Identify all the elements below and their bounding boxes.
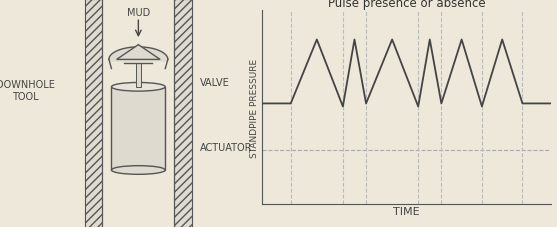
Text: VALVE: VALVE <box>200 78 229 88</box>
Bar <box>102 0 174 227</box>
Text: ACTUATOR: ACTUATOR <box>200 143 252 153</box>
Text: MUD: MUD <box>127 7 150 17</box>
Bar <box>85 0 102 227</box>
Ellipse shape <box>111 83 165 92</box>
Bar <box>111 87 165 170</box>
Ellipse shape <box>111 166 165 175</box>
Polygon shape <box>116 45 160 60</box>
Y-axis label: STANDPIPE PRESSURE: STANDPIPE PRESSURE <box>250 59 259 157</box>
X-axis label: TIME: TIME <box>393 206 420 216</box>
Title: Pulse presence or absence: Pulse presence or absence <box>328 0 485 10</box>
Text: DOWNHOLE
TOOL: DOWNHOLE TOOL <box>0 80 55 101</box>
Bar <box>174 0 192 227</box>
Polygon shape <box>136 64 141 87</box>
